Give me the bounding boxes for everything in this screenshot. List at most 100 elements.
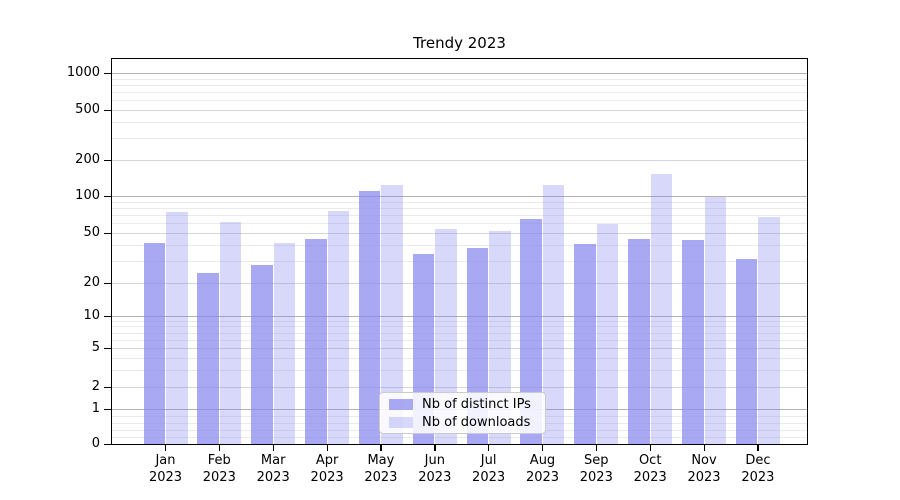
legend: Nb of distinct IPs Nb of downloads (379, 392, 546, 434)
y-tick-label: 1 (91, 401, 100, 416)
bar-downloads (542, 184, 565, 444)
bar-downloads (489, 230, 511, 444)
gridline-minor (112, 332, 807, 334)
plot-area (111, 58, 808, 445)
x-tick-label: Sep 2023 (564, 452, 628, 486)
gridline-minor (112, 223, 807, 225)
x-tick-year: 2023 (310, 470, 344, 485)
bar-distinct-ips (520, 219, 542, 444)
bar-distinct-ips (682, 240, 704, 444)
x-tick (542, 445, 544, 451)
y-tick (104, 282, 111, 284)
x-tick-year: 2023 (256, 470, 290, 485)
bar-distinct-ips (574, 243, 596, 444)
bar-downloads (381, 184, 403, 444)
x-tick-label: Aug 2023 (511, 452, 575, 486)
x-tick (649, 445, 651, 451)
x-tick-year: 2023 (472, 470, 506, 485)
gridline-minor (112, 100, 807, 102)
gridline-mid (112, 233, 807, 234)
x-tick-label: Nov 2023 (672, 452, 736, 486)
gridline-minor (112, 339, 807, 341)
y-tick-label: 50 (83, 225, 100, 240)
gridline-minor (112, 78, 807, 80)
bar-downloads (758, 216, 780, 444)
bar-downloads (596, 224, 619, 444)
bar-distinct-ips (305, 238, 327, 444)
bar-distinct-ips (358, 191, 381, 444)
y-tick (104, 386, 111, 388)
x-tick-label: Feb 2023 (187, 452, 251, 486)
y-tick (104, 408, 111, 410)
gridline-mid (112, 348, 807, 349)
bar-distinct-ips (143, 242, 165, 444)
y-tick (104, 347, 111, 349)
gridline-minor (112, 201, 807, 203)
x-tick (272, 445, 274, 451)
legend-item-downloads: Nb of downloads (389, 415, 536, 430)
y-tick (104, 195, 111, 197)
bar-downloads (219, 222, 242, 444)
bar-downloads (166, 212, 188, 444)
x-tick-year: 2023 (148, 470, 183, 485)
gridline-minor (112, 215, 807, 216)
x-tick-label: Apr 2023 (295, 452, 359, 486)
bar-downloads (435, 228, 457, 444)
bar-distinct-ips (735, 259, 758, 444)
y-tick (104, 72, 111, 74)
x-tick-label: Oct 2023 (618, 452, 682, 486)
y-tick (104, 109, 111, 111)
gridline-mid (112, 283, 807, 284)
x-tick (757, 445, 759, 451)
gridline-minor (112, 207, 807, 209)
x-tick-label: Mar 2023 (241, 452, 305, 486)
bar-downloads (327, 211, 350, 444)
gridline-minor (112, 369, 807, 371)
x-tick (703, 445, 705, 451)
gridline-minor (112, 137, 807, 139)
x-tick-year: 2023 (364, 470, 398, 485)
y-tick-label: 100 (75, 188, 100, 203)
gridline-mid (112, 110, 807, 111)
x-tick-label: Jan 2023 (134, 452, 198, 486)
y-tick-label: 500 (75, 102, 100, 117)
x-tick-label: Dec 2023 (726, 452, 790, 486)
gridline-minor (112, 260, 807, 262)
chart-title: Trendy 2023 (413, 34, 506, 52)
y-tick-label: 1000 (66, 65, 100, 80)
y-tick-label: 20 (83, 275, 100, 290)
bar-downloads (650, 174, 673, 444)
gridline-minor (112, 122, 807, 124)
legend-label-downloads: Nb of downloads (422, 414, 531, 430)
gridline-minor (112, 84, 807, 86)
x-tick (326, 445, 328, 451)
y-tick-label: 200 (75, 152, 100, 167)
legend-swatch-downloads-icon (389, 416, 413, 428)
legend-label-distinct-ips: Nb of distinct IPs (422, 396, 531, 412)
gridline-major (112, 196, 807, 197)
x-tick (434, 445, 436, 451)
bar-downloads (273, 242, 296, 444)
y-tick (104, 443, 111, 445)
bar-distinct-ips (251, 264, 273, 444)
y-tick (104, 315, 111, 317)
x-tick-label: Jul 2023 (457, 452, 521, 486)
legend-item-distinct-ips: Nb of distinct IPs (389, 397, 536, 412)
y-tick-label: 10 (83, 308, 100, 323)
x-tick-label: Jun 2023 (403, 452, 467, 486)
bar-distinct-ips (628, 238, 650, 444)
y-tick-label: 2 (91, 379, 100, 394)
x-tick-year: 2023 (579, 470, 613, 485)
x-tick-year: 2023 (687, 470, 721, 485)
x-tick-year: 2023 (202, 470, 236, 485)
gridline-mid (112, 387, 807, 388)
gridline-minor (112, 357, 807, 359)
x-tick (165, 445, 167, 451)
x-tick (488, 445, 490, 451)
gridline-minor (112, 437, 807, 438)
gridline-minor (112, 326, 807, 328)
gridline-minor (112, 92, 807, 93)
y-tick-label: 0 (91, 436, 100, 451)
x-tick (380, 445, 382, 451)
